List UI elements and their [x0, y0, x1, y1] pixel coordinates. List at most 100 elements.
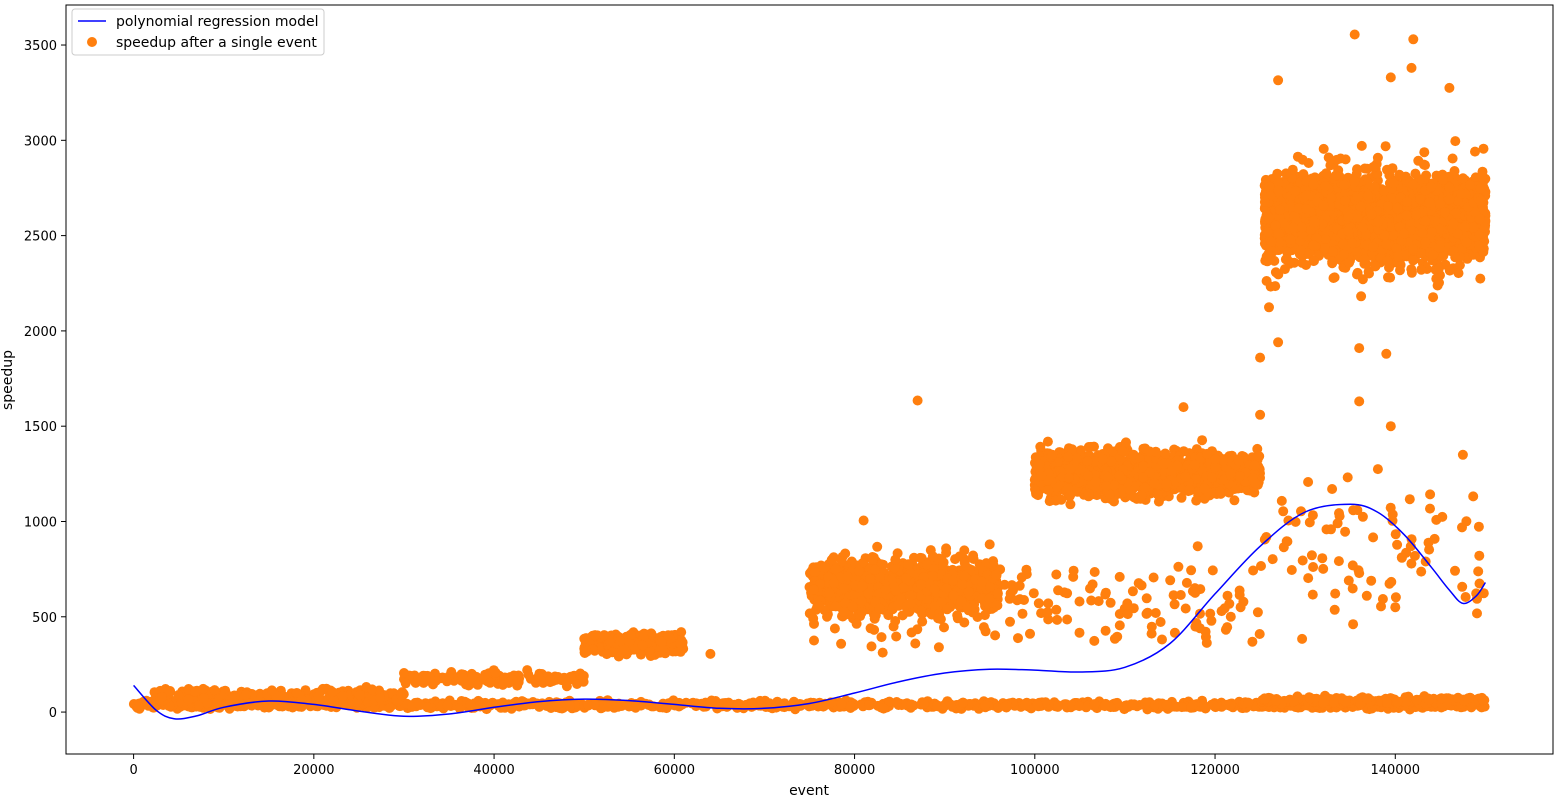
scatter-point: [956, 596, 967, 607]
scatter-point: [663, 630, 674, 641]
scatter-point: [864, 700, 874, 711]
scatter-point: [1189, 459, 1200, 470]
scatter-point: [1477, 695, 1488, 706]
scatter-point: [503, 677, 514, 688]
scatter-point: [367, 684, 378, 695]
scatter-point: [1086, 441, 1096, 452]
scatter-point: [1034, 459, 1045, 470]
scatter-point: [442, 700, 453, 711]
scatter-point: [1423, 694, 1434, 705]
scatter-point: [579, 633, 590, 644]
scatter-point: [795, 700, 806, 711]
scatter-point: [1159, 458, 1170, 469]
scatter-point: [980, 700, 991, 711]
scatter-point: [637, 640, 648, 651]
scatter-point: [959, 557, 970, 568]
scatter-point: [870, 564, 881, 575]
scatter-point: [1161, 478, 1172, 489]
scatter-point: [442, 676, 452, 687]
scatter-point: [918, 698, 929, 709]
scatter-point: [458, 673, 469, 684]
scatter-point: [1121, 437, 1131, 448]
scatter-point: [867, 554, 878, 565]
scatter-point: [1260, 694, 1271, 704]
scatter-point: [522, 665, 533, 676]
scatter-point: [1072, 453, 1082, 464]
scatter-point: [1032, 699, 1043, 710]
scatter-point: [537, 698, 548, 709]
scatter-point: [396, 690, 406, 701]
scatter-point: [590, 630, 601, 641]
scatter-point: [669, 698, 680, 709]
scatter-point: [826, 554, 837, 565]
scatter-point: [1176, 702, 1187, 713]
scatter-point: [400, 678, 411, 689]
scatter-point: [337, 691, 348, 702]
scatter-point: [157, 692, 167, 703]
scatter-point: [932, 701, 942, 712]
scatter-point: [1139, 482, 1150, 493]
scatter-point: [948, 590, 959, 601]
scatter-point: [1243, 697, 1254, 708]
scatter-point: [487, 697, 498, 708]
scatter-point: [845, 701, 856, 712]
scatter-point: [1250, 478, 1261, 489]
scatter-point: [884, 696, 895, 707]
scatter-point: [533, 671, 544, 682]
scatter-point: [661, 703, 672, 714]
scatter-point: [957, 697, 968, 708]
scatter-point: [842, 571, 853, 582]
scatter-point: [198, 683, 209, 694]
scatter-point: [1225, 700, 1236, 711]
scatter-point: [1249, 460, 1260, 471]
scatter-point: [1000, 701, 1011, 712]
scatter-point: [1197, 435, 1208, 446]
scatter-point: [1305, 692, 1316, 703]
scatter-point: [599, 630, 610, 641]
scatter-point: [615, 636, 626, 647]
scatter-point: [209, 685, 220, 696]
scatter-point: [1101, 480, 1112, 491]
scatter-point: [1036, 470, 1047, 481]
scatter-point: [1172, 460, 1183, 471]
scatter-point: [414, 698, 425, 709]
scatter-point: [1436, 693, 1447, 704]
scatter-point: [878, 703, 889, 714]
scatter-point: [545, 674, 556, 685]
scatter-point: [836, 699, 847, 710]
scatter-point: [266, 685, 277, 696]
scatter-point: [1184, 484, 1195, 495]
scatter-point: [1063, 451, 1074, 462]
scatter-point: [1117, 446, 1128, 456]
scatter-point: [1210, 454, 1221, 465]
scatter-point: [1233, 455, 1244, 466]
scatter-point: [1129, 699, 1140, 710]
scatter-point: [1318, 698, 1329, 709]
scatter-point: [814, 600, 825, 611]
scatter-point: [422, 702, 433, 713]
scatter-point: [1187, 699, 1198, 710]
scatter-point: [606, 698, 617, 709]
scatter-point: [133, 701, 144, 712]
scatter-point: [1065, 463, 1076, 474]
scatter-point: [809, 566, 820, 577]
scatter-point: [1043, 485, 1054, 496]
scatter-point: [959, 545, 970, 556]
scatter-point: [968, 554, 979, 564]
scatter-point: [1411, 694, 1422, 705]
scatter-point: [1199, 483, 1210, 494]
scatter-point: [675, 638, 686, 649]
scatter-point: [1019, 700, 1030, 711]
scatter-point: [1225, 468, 1236, 479]
scatter-point: [636, 700, 646, 711]
scatter-point: [901, 573, 912, 584]
scatter-point: [1191, 495, 1202, 506]
scatter-point: [836, 556, 847, 567]
scatter-point: [1066, 699, 1077, 710]
scatter-point: [465, 699, 476, 710]
scatter-point: [581, 646, 592, 657]
scatter-point: [1140, 697, 1151, 708]
scatter-point: [559, 672, 570, 683]
scatter-point: [1329, 697, 1339, 708]
